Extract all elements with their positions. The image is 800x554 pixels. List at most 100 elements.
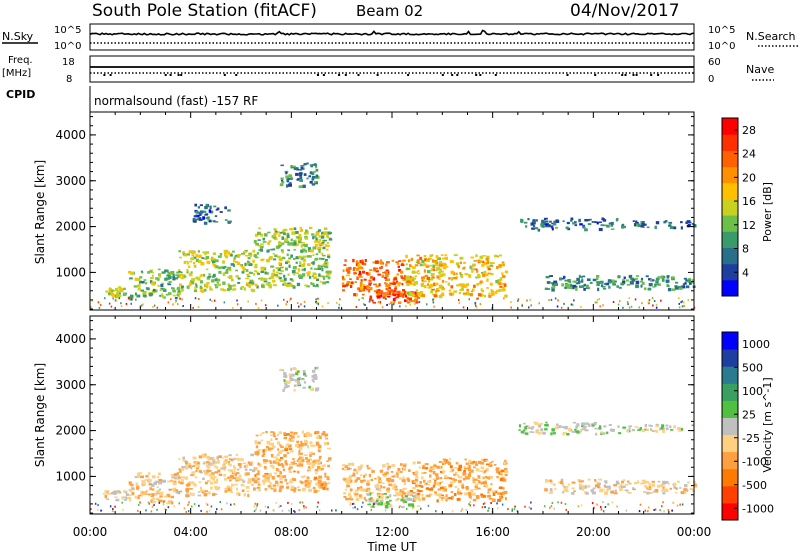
ground-scatter-pixel xyxy=(469,504,471,507)
ground-scatter-pixel xyxy=(481,506,484,509)
echo-pixel xyxy=(243,493,246,497)
ground-scatter-pixel xyxy=(403,505,405,508)
echo-pixel xyxy=(324,262,327,265)
echo-pixel xyxy=(559,277,562,281)
ground-scatter-pixel xyxy=(167,506,170,509)
ground-scatter-pixel xyxy=(139,305,142,308)
echo-pixel xyxy=(497,492,501,495)
ground-scatter-pixel xyxy=(654,508,657,511)
echo-pixel xyxy=(480,494,484,496)
echo-pixel xyxy=(327,254,330,256)
echo-pixel xyxy=(347,479,351,483)
ground-scatter-pixel xyxy=(213,299,216,302)
echo-pixel xyxy=(383,502,387,506)
echo-pixel xyxy=(483,485,486,488)
echo-pixel xyxy=(405,279,408,282)
echo-pixel xyxy=(492,492,496,496)
echo-pixel xyxy=(202,462,205,465)
ground-scatter-pixel xyxy=(393,301,395,304)
echo-pixel xyxy=(233,457,236,460)
echo-pixel xyxy=(272,484,277,487)
echo-pixel xyxy=(405,275,409,279)
echo-pixel xyxy=(379,294,383,298)
ground-scatter-pixel xyxy=(257,307,260,309)
echo-pixel xyxy=(356,477,360,480)
echo-pixel xyxy=(139,276,143,279)
colorbar-swatch xyxy=(722,231,738,248)
echo-pixel xyxy=(195,276,199,280)
echo-pixel xyxy=(210,476,214,480)
echo-pixel xyxy=(544,424,549,427)
ground-scatter-pixel xyxy=(317,303,320,306)
echo-pixel xyxy=(616,218,619,221)
echo-pixel xyxy=(288,470,293,474)
echo-pixel xyxy=(442,257,445,260)
echo-pixel xyxy=(402,289,406,292)
echo-pixel xyxy=(492,262,495,264)
echo-pixel xyxy=(381,493,385,496)
echo-pixel xyxy=(608,222,613,225)
echo-pixel xyxy=(353,293,356,297)
echo-pixel xyxy=(266,440,271,444)
echo-pixel xyxy=(346,267,349,270)
echo-pixel xyxy=(432,478,436,480)
echo-pixel xyxy=(585,286,590,290)
echo-pixel xyxy=(236,472,240,474)
echo-pixel xyxy=(504,470,508,474)
echo-pixel xyxy=(628,427,631,430)
echo-pixel xyxy=(622,280,626,283)
ground-scatter-pixel xyxy=(529,298,531,301)
ground-scatter-pixel xyxy=(158,501,161,504)
echo-pixel xyxy=(199,204,203,207)
echo-pixel xyxy=(287,242,291,246)
echo-pixel xyxy=(312,460,317,464)
echo-pixel xyxy=(325,274,330,276)
echo-pixel xyxy=(651,480,655,483)
echo-pixel xyxy=(302,255,307,258)
ground-scatter-pixel xyxy=(232,306,234,309)
echo-pixel xyxy=(257,231,261,236)
echo-pixel xyxy=(655,488,659,492)
echo-pixel xyxy=(315,174,319,178)
ground-scatter-pixel xyxy=(676,504,679,507)
echo-pixel xyxy=(323,464,326,467)
echo-pixel xyxy=(279,480,283,484)
echo-pixel xyxy=(391,475,396,478)
echo-pixel xyxy=(539,422,543,425)
echo-pixel xyxy=(290,461,293,464)
echo-pixel xyxy=(438,263,442,267)
ground-scatter-pixel xyxy=(663,510,665,513)
echo-pixel xyxy=(208,209,212,213)
echo-pixel xyxy=(254,233,259,237)
echo-pixel xyxy=(222,260,225,264)
echo-pixel xyxy=(244,250,248,252)
echo-pixel xyxy=(181,479,184,481)
power-heatmap xyxy=(90,162,697,309)
echo-pixel xyxy=(266,272,269,275)
echo-pixel xyxy=(592,487,596,490)
echo-pixel xyxy=(262,241,267,243)
echo-pixel xyxy=(397,295,401,298)
echo-pixel xyxy=(278,258,283,261)
echo-pixel xyxy=(441,481,444,483)
echo-pixel xyxy=(233,256,236,260)
echo-pixel xyxy=(277,231,281,234)
echo-pixel xyxy=(251,283,254,286)
colorbar-swatch xyxy=(722,150,738,168)
echo-pixel xyxy=(376,492,381,495)
echo-pixel xyxy=(362,293,365,296)
echo-pixel xyxy=(309,226,313,230)
echo-pixel xyxy=(403,492,407,495)
echo-pixel xyxy=(562,490,565,493)
echo-pixel xyxy=(391,259,395,262)
echo-pixel xyxy=(306,476,310,480)
echo-pixel xyxy=(223,474,226,477)
echo-pixel xyxy=(597,287,600,292)
echo-pixel xyxy=(158,481,163,485)
echo-pixel xyxy=(215,466,219,469)
echo-pixel xyxy=(399,489,402,493)
echo-pixel xyxy=(372,505,375,508)
echo-pixel xyxy=(274,472,278,475)
echo-pixel xyxy=(344,259,347,262)
echo-pixel xyxy=(292,285,296,289)
